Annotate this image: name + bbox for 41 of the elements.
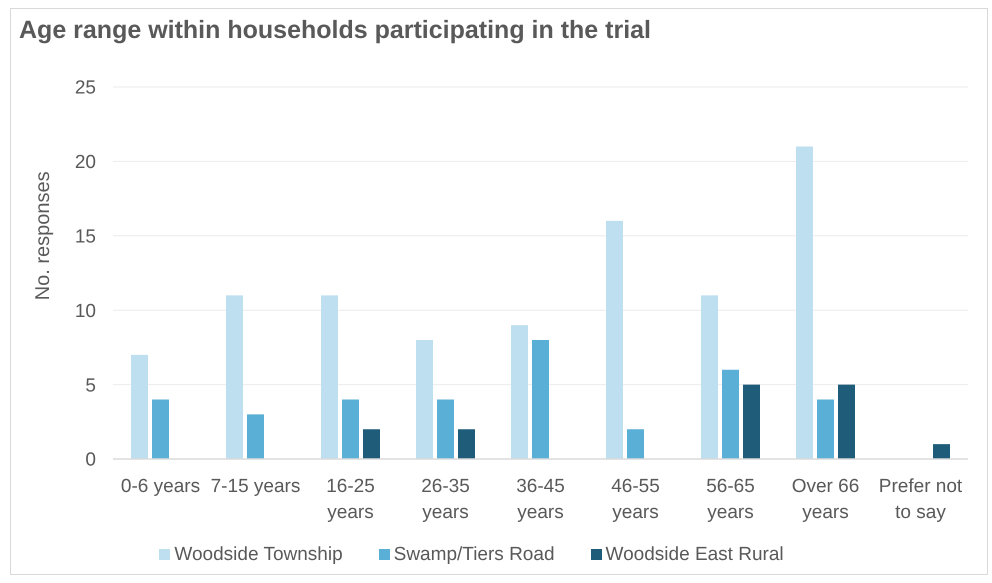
x-tick-label: 26-35 years [421, 476, 470, 523]
bar [722, 370, 739, 459]
y-tick-label: 20 [74, 152, 96, 174]
x-tick-label: 0-6 years [120, 476, 200, 497]
bar [321, 295, 338, 459]
x-tick-label: Prefer not to say [878, 476, 963, 523]
y-tick-label: 5 [85, 375, 96, 396]
bar [796, 146, 813, 459]
bar [416, 340, 433, 459]
y-tick-label: 10 [74, 300, 96, 322]
bar [131, 354, 148, 459]
x-tick-label: 46-55 years [611, 476, 660, 523]
x-tick-label: 56-65 years [706, 476, 755, 523]
legend-label: Woodside East Rural [606, 544, 784, 565]
chart-title: Age range within households participating in the trial [19, 16, 651, 45]
bar [743, 384, 760, 459]
bar [363, 429, 380, 459]
bar [838, 384, 855, 459]
bar [532, 340, 549, 459]
bar [152, 399, 169, 459]
y-tick-label: 25 [74, 78, 96, 99]
x-tick-label: Over 66 years [792, 476, 860, 523]
legend-label: Woodside Township [174, 544, 343, 565]
bar [933, 444, 950, 459]
y-axis-title: No. responses [32, 171, 54, 300]
bar [458, 429, 475, 459]
legend-label: Swamp/Tiers Road [394, 544, 555, 565]
y-tick-label: 0 [85, 450, 96, 471]
x-tick-label: 16-25 years [326, 476, 375, 523]
bar [606, 220, 623, 459]
bar [226, 295, 243, 459]
bar [247, 414, 264, 459]
bar [342, 399, 359, 459]
y-tick-label: 15 [74, 226, 96, 248]
bar [627, 429, 644, 459]
bar [817, 399, 834, 459]
x-tick-label: 7-15 years [210, 476, 300, 497]
x-tick-label: 36-45 years [516, 476, 565, 523]
bar [511, 325, 528, 459]
bar [437, 399, 454, 459]
bar [701, 295, 718, 459]
